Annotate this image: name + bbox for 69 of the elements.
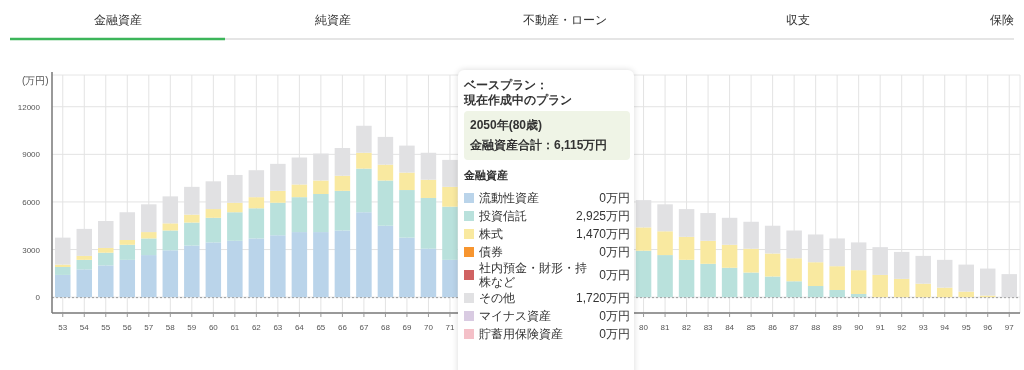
- x-tick-label: 81: [660, 323, 671, 332]
- x-tick-label: 84: [725, 323, 735, 332]
- annotation: ベースプラン：: [464, 78, 549, 93]
- x-tick-label: 91: [875, 323, 886, 332]
- x-tick-label: 69: [402, 323, 412, 332]
- legend-label: 貯蓄用保険資産: [479, 327, 564, 341]
- x-tick-label: 83: [703, 323, 714, 332]
- x-tick-label: 95: [961, 323, 972, 332]
- x-tick-label: 59: [187, 323, 197, 332]
- legend-label: 流動性資産: [479, 191, 540, 205]
- text: 収支: [784, 12, 811, 29]
- y-tick-label: 9000: [22, 150, 41, 160]
- x-tick-label: 61: [230, 323, 240, 332]
- x-tick-label: 64: [294, 323, 305, 332]
- annotation: 現在作成中のプラン: [464, 93, 573, 108]
- text: 金融資産: [92, 12, 143, 29]
- annotation: 1,470万円: [575, 227, 630, 241]
- x-tick-label: 56: [122, 323, 133, 332]
- x-tick-label: 94: [940, 323, 950, 332]
- legend-label: マイナス資産: [479, 309, 552, 323]
- annotation: 0万円: [599, 191, 630, 205]
- x-tick-label: 62: [251, 323, 262, 332]
- x-tick-label: 55: [101, 323, 111, 332]
- text: 保険: [989, 12, 1014, 29]
- legend-label: その他: [479, 291, 516, 305]
- x-tick-label: 65: [316, 323, 326, 332]
- x-tick-label: 87: [789, 323, 800, 332]
- legend-label: 社内預金・財形・持株など: [479, 261, 588, 289]
- x-tick-label: 82: [682, 323, 692, 332]
- x-tick-label: 66: [337, 323, 348, 332]
- annotation: 金融資産合計：6,115万円: [470, 137, 609, 154]
- x-tick-label: 67: [359, 323, 369, 332]
- legend-label: 債券: [479, 245, 504, 259]
- annotation: 0万円: [599, 268, 630, 282]
- annotation: 1,720万円: [575, 291, 630, 305]
- x-tick-label: 96: [983, 323, 993, 332]
- x-tick-label: 68: [380, 323, 391, 332]
- y-tick-label: 12000: [17, 102, 41, 112]
- x-tick-label: 60: [208, 323, 219, 332]
- y-tick-label: 0: [35, 293, 41, 303]
- x-tick-label: 63: [273, 323, 283, 332]
- legend-label: 株式: [479, 227, 504, 241]
- x-tick-label: 88: [811, 323, 821, 332]
- x-tick-label: 92: [897, 323, 907, 332]
- text: 不動産・ローン: [522, 12, 608, 29]
- x-tick-label: 86: [768, 323, 778, 332]
- annotation: 0万円: [599, 245, 630, 259]
- x-tick-label: 71: [445, 323, 455, 332]
- x-tick-label: 90: [854, 323, 864, 332]
- x-tick-label: 89: [832, 323, 843, 332]
- x-tick-label: 53: [58, 323, 68, 332]
- x-tick-label: 93: [918, 323, 929, 332]
- text: 純資産: [313, 12, 352, 29]
- legend-label: 投資信託: [479, 209, 528, 223]
- annotation: 2050年(80歳): [470, 117, 544, 134]
- y-axis-title: (万円): [22, 75, 49, 86]
- x-tick-label: 54: [79, 323, 90, 332]
- annotation: 0万円: [599, 309, 630, 323]
- x-tick-label: 57: [144, 323, 154, 332]
- text: 0万円: [599, 327, 630, 341]
- y-tick-label: 3000: [22, 245, 41, 255]
- y-tick-label: 6000: [22, 197, 41, 207]
- x-tick-label: 58: [165, 323, 176, 332]
- x-tick-label: 80: [639, 323, 649, 332]
- annotation: 金融資産: [464, 168, 509, 183]
- annotation: 2,925万円: [575, 209, 630, 223]
- x-tick-label: 70: [423, 323, 434, 332]
- x-tick-label: 97: [1004, 323, 1015, 332]
- x-tick-label: 85: [746, 323, 757, 332]
